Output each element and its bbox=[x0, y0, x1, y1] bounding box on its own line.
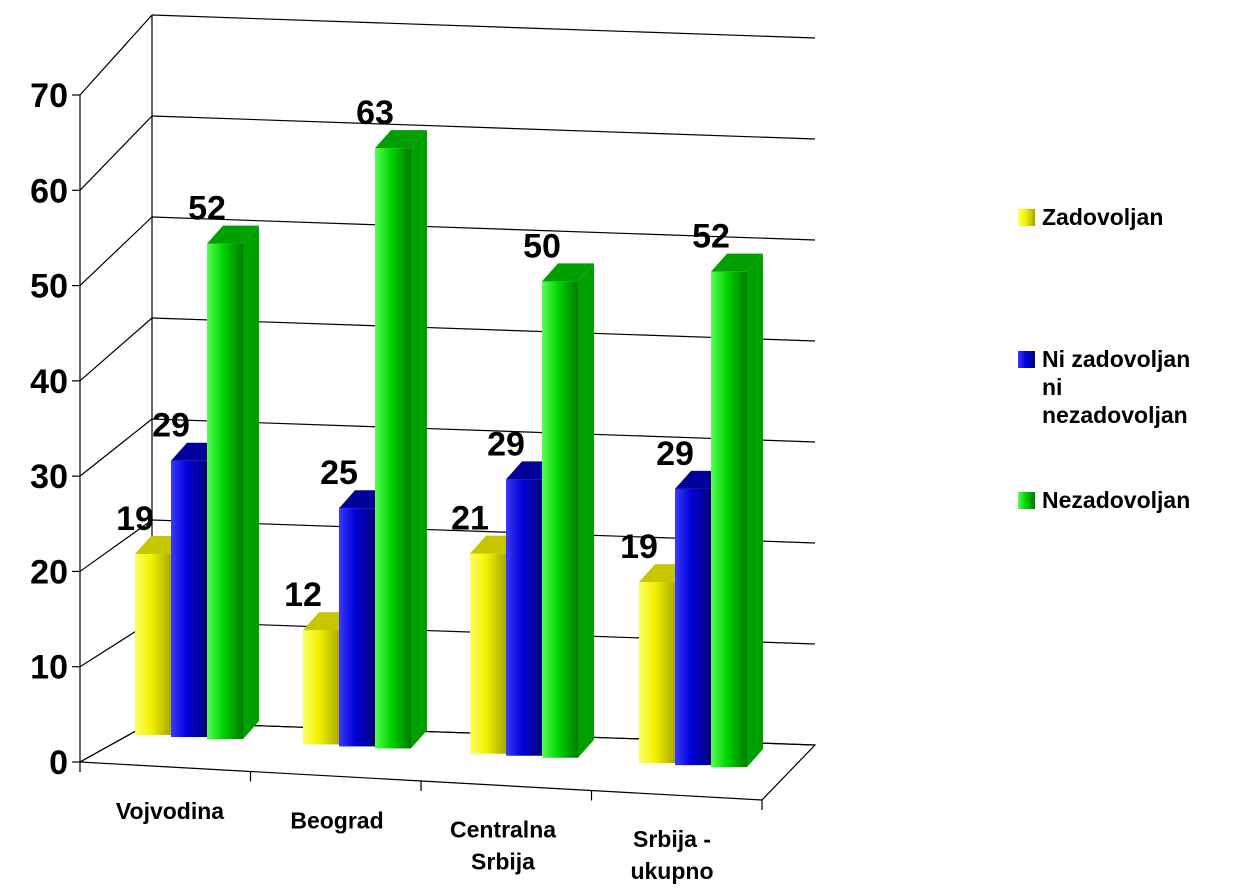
bar-side bbox=[243, 225, 259, 740]
bar-front bbox=[207, 243, 243, 740]
data-label: 12 bbox=[284, 576, 322, 614]
bar-top bbox=[207, 225, 259, 244]
legend: Zadovoljan Ni zadovoljan ni nezadovoljan Nez… bbox=[1018, 204, 1190, 513]
legend-entry: Zadovoljan bbox=[1018, 204, 1163, 230]
bar-front bbox=[542, 281, 578, 758]
legend-swatch bbox=[1018, 492, 1035, 509]
bar-side bbox=[578, 263, 594, 758]
data-label: 52 bbox=[692, 218, 730, 256]
bar-front bbox=[171, 460, 207, 738]
bar-front bbox=[506, 479, 542, 756]
data-label: 29 bbox=[152, 407, 190, 445]
bar bbox=[375, 130, 427, 749]
x-tick-label: Centralna Srbija bbox=[450, 817, 556, 875]
legend-label: Nezadovoljan bbox=[1042, 487, 1190, 513]
y-tick-label: 20 bbox=[30, 553, 68, 591]
legend-entry: Nezadovoljan bbox=[1018, 487, 1190, 513]
data-label: 19 bbox=[620, 528, 658, 566]
bar bbox=[711, 253, 763, 768]
data-label: 19 bbox=[116, 500, 154, 538]
y-tick-label: 0 bbox=[49, 744, 68, 782]
legend-swatch bbox=[1018, 351, 1035, 368]
data-label: 29 bbox=[656, 435, 694, 473]
back-wall-gridline bbox=[151, 418, 816, 443]
left-wall-gridline bbox=[79, 519, 153, 572]
floor bbox=[77, 721, 817, 801]
y-tick-label: 30 bbox=[30, 458, 68, 496]
legend-label: Zadovoljan bbox=[1042, 204, 1163, 230]
bar-side bbox=[747, 253, 763, 768]
bar bbox=[542, 263, 594, 758]
bar-front bbox=[470, 553, 506, 754]
back-wall-gridline bbox=[151, 115, 816, 140]
bar-top bbox=[375, 130, 427, 149]
bar-top bbox=[711, 253, 763, 272]
bar-top bbox=[542, 263, 594, 282]
y-tick-label: 10 bbox=[30, 649, 68, 687]
data-label: 21 bbox=[451, 500, 489, 538]
x-tick-label: Beograd bbox=[290, 807, 383, 833]
x-tick-label: Vojvodina bbox=[116, 798, 224, 824]
legend-swatch bbox=[1018, 209, 1035, 226]
left-wall-gridline bbox=[79, 317, 153, 382]
left-wall-gridline bbox=[79, 418, 153, 477]
y-tick-label: 60 bbox=[30, 172, 68, 210]
bar-front bbox=[375, 148, 411, 749]
y-tick-label: 50 bbox=[30, 268, 68, 306]
bar bbox=[207, 225, 259, 740]
data-label: 50 bbox=[523, 227, 561, 265]
bar-front bbox=[675, 488, 711, 766]
data-label: 52 bbox=[188, 190, 226, 228]
back-wall-gridline bbox=[151, 216, 816, 241]
data-label: 29 bbox=[487, 425, 525, 463]
legend-label: Ni zadovoljan ni nezadovoljan bbox=[1042, 346, 1190, 428]
back-wall-gridline bbox=[151, 14, 816, 39]
bar-side bbox=[411, 130, 427, 749]
legend-entry: Ni zadovoljan ni nezadovoljan bbox=[1018, 346, 1190, 428]
bar-front bbox=[303, 630, 339, 745]
bar-front bbox=[711, 271, 747, 768]
left-wall-gridline bbox=[79, 115, 153, 191]
bar-front bbox=[339, 508, 375, 747]
y-tick-label: 70 bbox=[30, 77, 68, 115]
data-label: 25 bbox=[320, 454, 358, 492]
bar-front bbox=[639, 582, 675, 764]
data-label: 63 bbox=[356, 94, 394, 132]
back-wall-gridline bbox=[151, 317, 816, 342]
y-tick-label: 40 bbox=[30, 363, 68, 401]
labels: 0 10 20 30 40 50 60 70 19 12 21 19 29 25 29 29 52 63 50 52 V… bbox=[30, 77, 730, 884]
left-wall-gridline bbox=[79, 14, 153, 96]
bar-front bbox=[135, 554, 171, 736]
bars bbox=[135, 130, 763, 768]
x-tick-label: Srbija -ukupno bbox=[630, 826, 713, 884]
left-wall-gridline bbox=[79, 216, 153, 287]
